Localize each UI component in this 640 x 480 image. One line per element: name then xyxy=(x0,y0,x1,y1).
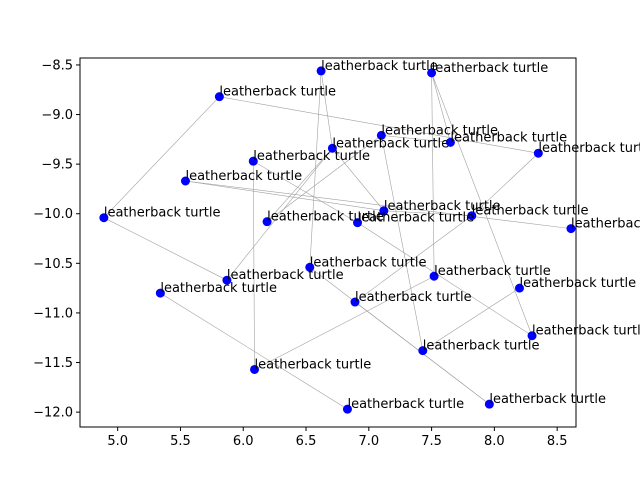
point-label: leatherback turtle xyxy=(450,130,567,145)
x-tick-label: 5.0 xyxy=(107,434,128,449)
data-point xyxy=(214,92,224,102)
data-point xyxy=(180,176,190,186)
point-label: leatherback turtle xyxy=(381,123,498,138)
data-point xyxy=(353,218,363,228)
edge-line xyxy=(185,180,572,229)
edge-line xyxy=(226,148,333,281)
point-label: leatherback turtle xyxy=(104,206,221,221)
point-label: leatherback turtle xyxy=(538,141,640,156)
point-label: leatherback turtle xyxy=(255,357,372,372)
edge-line xyxy=(266,135,382,222)
point-label: leatherback turtle xyxy=(321,59,438,74)
point-label: leatherback turtle xyxy=(160,281,277,296)
x-tick-label: 5.5 xyxy=(170,434,191,449)
point-label: leatherback turtle xyxy=(227,268,344,283)
y-axis: −8.5 −9.0 −9.5 −10.0 −10.5 −11.0 −11.5 −12.0 xyxy=(33,58,80,421)
edge-line xyxy=(471,153,539,216)
point-label: leatherback turtle xyxy=(434,264,551,279)
data-point xyxy=(427,68,437,78)
x-tick-label: 7.5 xyxy=(421,434,442,449)
y-tick-label: −9.5 xyxy=(41,158,73,173)
point-label: leatherback turtle xyxy=(310,255,427,270)
x-tick-label: 6.0 xyxy=(233,434,254,449)
point-label: leatherback turtle xyxy=(532,324,640,339)
point-label: leatherback turtle xyxy=(253,149,370,164)
point-label: leatherback turtle xyxy=(384,199,501,214)
point-label: leatherback turtle xyxy=(432,61,549,76)
x-tick-label: 8.5 xyxy=(547,434,568,449)
y-tick-label: −11.0 xyxy=(33,306,73,321)
edge-line xyxy=(320,70,333,149)
y-tick-label: −10.5 xyxy=(33,257,73,272)
point-label: leatherback turtle xyxy=(332,136,449,151)
point-label: leatherback turtle xyxy=(571,217,640,232)
y-tick-label: −11.5 xyxy=(33,356,73,371)
data-point xyxy=(155,288,165,298)
x-tick-label: 6.5 xyxy=(296,434,317,449)
y-tick-label: −10.0 xyxy=(33,207,73,222)
x-tick-label: 7.0 xyxy=(358,434,379,449)
edge-line xyxy=(266,148,333,222)
data-point xyxy=(527,331,537,341)
data-point xyxy=(418,346,428,356)
edge-line xyxy=(160,292,348,410)
edge-line xyxy=(381,135,451,143)
y-tick-label: −8.5 xyxy=(41,58,73,73)
x-axis: 5.0 5.5 6.0 6.5 7.0 7.5 8.0 8.5 xyxy=(107,427,568,449)
data-point xyxy=(445,137,455,147)
data-point xyxy=(262,217,272,227)
edge-line xyxy=(253,160,358,223)
point-label: leatherback turtle xyxy=(185,169,302,184)
data-point xyxy=(429,271,439,281)
edge-line xyxy=(219,96,539,154)
data-point xyxy=(350,297,360,307)
point-label: leatherback turtle xyxy=(267,210,384,225)
edge-line xyxy=(431,72,533,336)
plot-frame xyxy=(79,57,577,428)
edge-line xyxy=(383,210,472,217)
points-layer xyxy=(99,66,576,414)
data-point xyxy=(467,211,477,221)
point-label: leatherback turtle xyxy=(347,397,464,412)
point-label: leatherback turtle xyxy=(489,392,606,407)
point-label: leatherback turtle xyxy=(219,85,336,100)
y-tick-label: −9.0 xyxy=(41,108,73,123)
edge-line xyxy=(252,161,255,370)
data-point xyxy=(99,213,109,223)
point-label: leatherback turtle xyxy=(472,204,589,219)
data-point xyxy=(379,206,389,216)
edge-line xyxy=(103,96,220,218)
data-point xyxy=(342,404,352,414)
edges-layer xyxy=(103,70,572,410)
edge-line xyxy=(422,287,520,351)
edge-line xyxy=(431,72,451,143)
data-point xyxy=(327,143,337,153)
data-point xyxy=(566,224,576,234)
edge-line xyxy=(185,180,384,212)
data-point xyxy=(222,275,232,285)
data-point xyxy=(248,156,258,166)
data-point xyxy=(376,130,386,140)
edge-line xyxy=(357,222,533,336)
data-point xyxy=(484,399,494,409)
data-point xyxy=(514,283,524,293)
point-label: leatherback turtle xyxy=(355,290,472,305)
point-label: leatherback turtle xyxy=(358,211,475,226)
data-point xyxy=(316,66,326,76)
edge-line xyxy=(431,72,435,277)
point-label: leatherback turtle xyxy=(519,276,636,291)
edge-line xyxy=(103,217,228,281)
data-point xyxy=(305,262,315,272)
y-tick-label: −12.0 xyxy=(33,406,73,421)
data-point xyxy=(250,364,260,374)
edge-line xyxy=(381,135,424,351)
x-tick-label: 8.0 xyxy=(484,434,505,449)
point-label: leatherback turtle xyxy=(423,339,540,354)
data-point xyxy=(533,148,543,158)
edge-line xyxy=(254,275,435,370)
edge-line xyxy=(332,148,385,211)
